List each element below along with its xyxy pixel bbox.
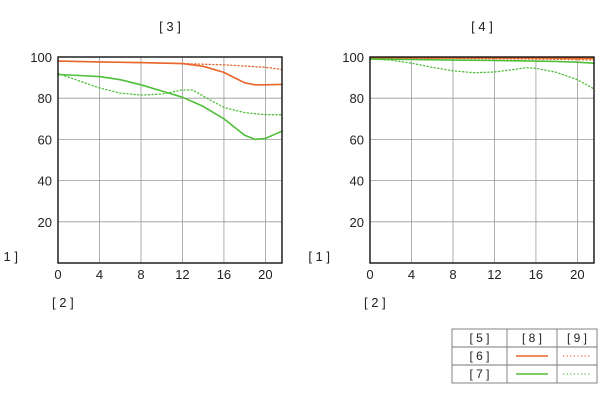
series-4-line [57, 72, 283, 116]
legend-header-cell: [ 8 ] [522, 331, 542, 345]
y-tick-label: 40 [38, 174, 52, 189]
series-2-line [369, 57, 595, 61]
y-tick-label: 60 [38, 132, 52, 147]
legend-header-cell: [ 5 ] [469, 331, 489, 345]
series-3-line [369, 58, 595, 64]
x-tick-label: 12 [487, 267, 501, 282]
x-axis-label: [ 2 ] [52, 295, 74, 310]
x-tick-label: 20 [258, 267, 272, 282]
chart-title: [ 3 ] [159, 19, 181, 34]
legend-table: [ 5 ] [ 8 ] [ 9 ] [ 6 ] [ 7 ] [451, 328, 598, 384]
x-tick-label: 8 [137, 267, 144, 282]
series-4-line [369, 58, 595, 90]
series-1-line [57, 60, 283, 86]
x-axis-label: [ 2 ] [364, 295, 386, 310]
y-tick-label: 80 [350, 91, 364, 106]
y-axis-label: [ 1 ] [0, 249, 18, 264]
y-tick-label: 100 [342, 50, 364, 65]
right-chart: 0 4 8 12 16 20 20 40 60 80 100 [ 4 ] [ 1 ] [ 2 ] [308, 19, 595, 310]
y-tick-label: 60 [350, 132, 364, 147]
legend-header-cell: [ 9 ] [567, 331, 587, 345]
series-2-line [57, 60, 283, 71]
series-3-line [57, 73, 283, 141]
y-tick-label: 20 [38, 215, 52, 230]
x-tick-label: 8 [449, 267, 456, 282]
chart-title: [ 4 ] [471, 19, 493, 34]
y-tick-label: 20 [350, 215, 364, 230]
plot-frame [57, 56, 283, 264]
left-chart: 0 4 8 12 16 20 20 40 60 80 100 [ 3 ] [ 1 ] [ 2 ] [0, 19, 283, 310]
x-tick-label: 12 [175, 267, 189, 282]
series-1-line [369, 57, 595, 60]
x-tick-label: 16 [529, 267, 543, 282]
legend-row-label: [ 7 ] [469, 367, 489, 381]
legend-row-label: [ 6 ] [469, 349, 489, 363]
x-tick-label: 20 [570, 267, 584, 282]
y-axis-label: [ 1 ] [308, 249, 330, 264]
y-tick-label: 40 [350, 174, 364, 189]
x-tick-label: 16 [217, 267, 231, 282]
x-tick-label: 0 [366, 267, 373, 282]
x-tick-label: 0 [54, 267, 61, 282]
y-tick-label: 80 [38, 91, 52, 106]
plot-frame [369, 56, 595, 264]
x-tick-label: 4 [96, 267, 103, 282]
legend-border [451, 328, 598, 384]
x-tick-label: 4 [408, 267, 415, 282]
y-tick-label: 100 [30, 50, 52, 65]
